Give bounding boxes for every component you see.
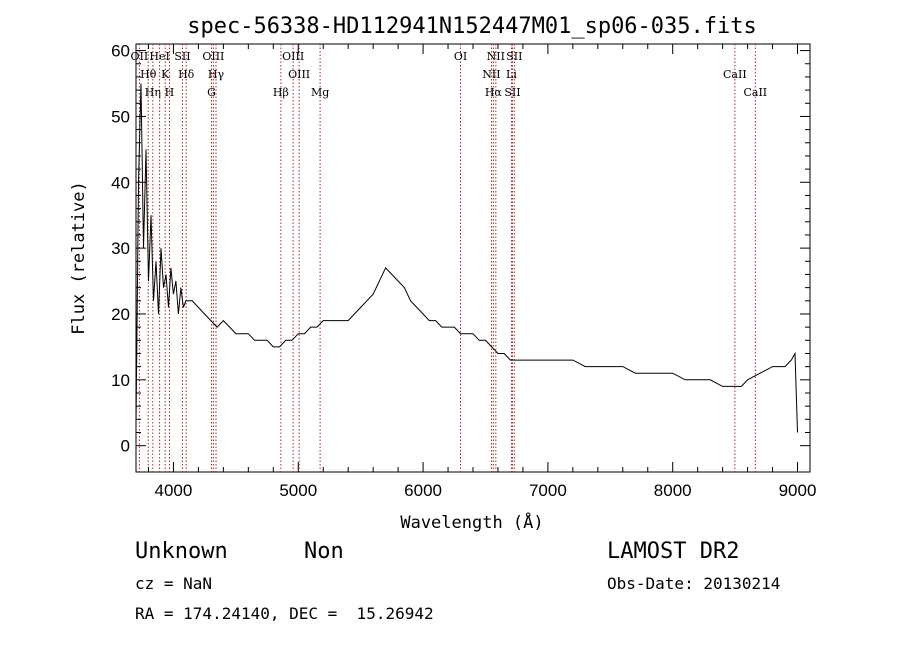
y-tick-label: 30 (111, 239, 130, 258)
chart-title: spec-56338-HD112941N152447M01_sp06-035.f… (187, 14, 757, 39)
x-tick-label: 9000 (779, 481, 817, 500)
line-label: NII (482, 68, 500, 81)
line-label: Hθ (140, 68, 157, 81)
y-axis-label: Flux (relative) (69, 181, 89, 335)
object-subtype: Non (304, 539, 344, 564)
obs-date: Obs-Date: 20130214 (607, 574, 781, 593)
y-tick-label: 50 (111, 107, 130, 126)
line-label: HeI (149, 50, 169, 63)
y-tick-label: 0 (121, 437, 130, 456)
line-label: H (165, 86, 175, 99)
y-tick-label: 10 (111, 371, 130, 390)
x-axis-label: Wavelength (Å) (400, 511, 543, 533)
line-label: OIII (288, 68, 310, 81)
x-tick-label: 8000 (654, 481, 692, 500)
line-label: SII (506, 50, 522, 63)
y-axis: 0 10 20 30 40 50 60 (111, 42, 810, 456)
line-label: NII (487, 50, 505, 63)
line-label: OII (131, 50, 149, 63)
line-label: OI (454, 50, 467, 63)
spectrum-line (135, 83, 798, 433)
line-label: K (161, 68, 170, 81)
plot-frame (135, 43, 811, 473)
line-label: OIII (282, 50, 304, 63)
line-label: Hα (485, 86, 503, 99)
x-tick-label: 7000 (529, 481, 567, 500)
line-label: Hη (145, 86, 161, 99)
y-tick-label: 40 (111, 173, 130, 192)
line-labels: OIIHθHηHeIKHSIIHδGOIIIHγHβOIIIOIIIMgOINI… (131, 50, 768, 99)
line-markers (138, 44, 756, 472)
line-label: OIII (202, 50, 224, 63)
redshift-readout: cz = NaN (135, 574, 213, 593)
survey-name: LAMOST DR2 (607, 539, 740, 564)
line-label: Li (506, 68, 517, 81)
line-label: Hβ (273, 86, 289, 99)
x-axis: 4000 5000 6000 7000 8000 9000 (147, 44, 817, 500)
line-label: SII (504, 86, 520, 99)
line-label: Hγ (208, 68, 225, 81)
line-label: CaII (743, 86, 767, 99)
coordinates: RA = 174.24140, DEC = 15.26942 (135, 604, 434, 623)
line-label: SII (174, 50, 190, 63)
x-tick-label: 4000 (155, 481, 193, 500)
x-tick-label: 6000 (404, 481, 442, 500)
x-tick-label: 5000 (279, 481, 317, 500)
line-label: Hδ (178, 68, 195, 81)
line-label: Mg (311, 86, 329, 99)
y-tick-label: 60 (111, 42, 130, 61)
line-label: CaII (723, 68, 747, 81)
object-type: Unknown (135, 539, 228, 564)
line-label: G (207, 86, 216, 99)
y-tick-label: 20 (111, 305, 130, 324)
